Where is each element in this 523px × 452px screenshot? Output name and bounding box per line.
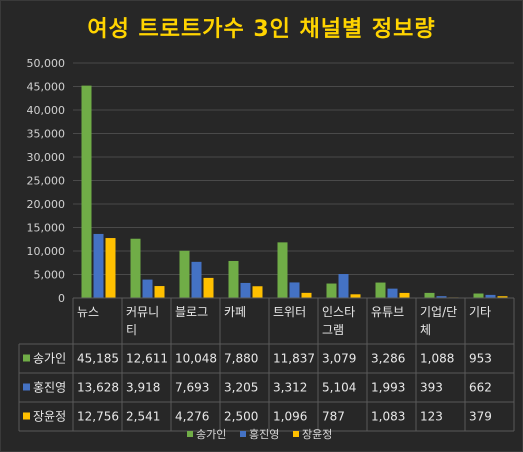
data-cell: 1,993 <box>371 381 405 395</box>
bar <box>485 294 496 298</box>
data-cell: 13,628 <box>77 381 119 395</box>
category-label: 기업/단 <box>420 305 457 319</box>
bar <box>399 292 410 298</box>
y-tick-label: 5,000 <box>34 269 66 282</box>
data-cell: 11,837 <box>273 352 315 366</box>
category-label: 티 <box>126 323 137 337</box>
y-tick-label: 0 <box>58 292 65 305</box>
category-label: 뉴스 <box>77 305 99 319</box>
bar <box>93 233 104 298</box>
data-cell: 10,048 <box>175 352 217 366</box>
bar <box>424 292 435 298</box>
legend-label: 홍진영 <box>249 427 279 441</box>
legend-label: 송가인 <box>196 428 226 441</box>
data-cell: 1,088 <box>420 352 454 366</box>
series-row-label: 송가인 <box>33 352 66 366</box>
legend-swatch <box>240 431 246 437</box>
data-cell: 4,276 <box>175 410 209 424</box>
category-label: 트위터 <box>273 305 306 319</box>
legend-label: 장윤정 <box>302 428 332 441</box>
legend-key <box>23 354 30 362</box>
data-cell: 3,205 <box>224 381 258 395</box>
bar <box>203 277 214 298</box>
y-tick-label: 20,000 <box>27 198 66 211</box>
bar <box>289 282 300 298</box>
bar <box>179 250 190 298</box>
y-tick-label: 45,000 <box>27 81 66 94</box>
data-cell: 2,541 <box>126 410 160 424</box>
data-cell: 123 <box>420 410 443 424</box>
y-tick-label: 25,000 <box>27 175 66 188</box>
data-cell: 3,312 <box>273 381 307 395</box>
category-label: 체 <box>420 323 431 337</box>
bar <box>154 286 165 298</box>
bar <box>142 279 153 298</box>
bar <box>326 283 337 298</box>
bar <box>277 242 288 298</box>
y-tick-label: 50,000 <box>27 57 66 70</box>
bar <box>436 296 447 298</box>
data-cell: 662 <box>469 381 492 395</box>
bar <box>81 85 92 299</box>
bar <box>252 286 263 298</box>
data-cell: 7,880 <box>224 352 258 366</box>
data-cell: 3,079 <box>322 352 356 366</box>
y-tick-label: 10,000 <box>27 245 66 258</box>
bar <box>497 296 508 298</box>
data-cell: 1,096 <box>273 410 307 424</box>
category-label: 기타 <box>469 305 491 319</box>
data-cell: 393 <box>420 381 443 395</box>
bar <box>473 293 484 298</box>
legend-key <box>23 383 30 391</box>
data-cell: 1,083 <box>371 410 405 424</box>
bar <box>375 282 386 298</box>
data-cell: 787 <box>322 410 345 424</box>
y-tick-label: 40,000 <box>27 104 66 117</box>
data-cell: 12,611 <box>126 352 168 366</box>
bar <box>240 282 251 298</box>
data-cell: 45,185 <box>77 352 119 366</box>
data-cell: 3,918 <box>126 381 160 395</box>
bar <box>191 261 202 298</box>
legend-key <box>23 412 30 420</box>
data-cell: 953 <box>469 352 492 366</box>
data-cell: 5,104 <box>322 381 356 395</box>
category-label: 카페 <box>224 305 246 319</box>
bar <box>387 288 398 298</box>
bar <box>228 260 239 298</box>
bar <box>130 238 141 298</box>
data-cell: 12,756 <box>77 410 119 424</box>
data-cell: 2,500 <box>224 410 258 424</box>
bar <box>338 274 349 298</box>
series-row-label: 장윤정 <box>33 410 66 424</box>
category-label: 유튜브 <box>371 305 404 319</box>
bar <box>105 238 116 298</box>
bar <box>301 292 312 298</box>
category-label: 인스타 <box>322 305 355 319</box>
data-cell: 7,693 <box>175 381 209 395</box>
legend-swatch <box>293 431 299 437</box>
legend-swatch <box>187 431 193 437</box>
y-tick-label: 30,000 <box>27 151 66 164</box>
data-cell: 379 <box>469 410 492 424</box>
bar <box>350 294 361 298</box>
category-label: 그램 <box>322 323 344 337</box>
y-tick-label: 35,000 <box>27 128 66 141</box>
category-label: 블로그 <box>175 305 208 319</box>
y-tick-label: 15,000 <box>27 222 66 235</box>
series-row-label: 홍진영 <box>33 381 66 395</box>
data-cell: 3,286 <box>371 352 405 366</box>
chart-title: 여성 트로트가수 3인 채널별 정보량 <box>87 17 436 42</box>
category-label: 커뮤니 <box>126 305 159 319</box>
